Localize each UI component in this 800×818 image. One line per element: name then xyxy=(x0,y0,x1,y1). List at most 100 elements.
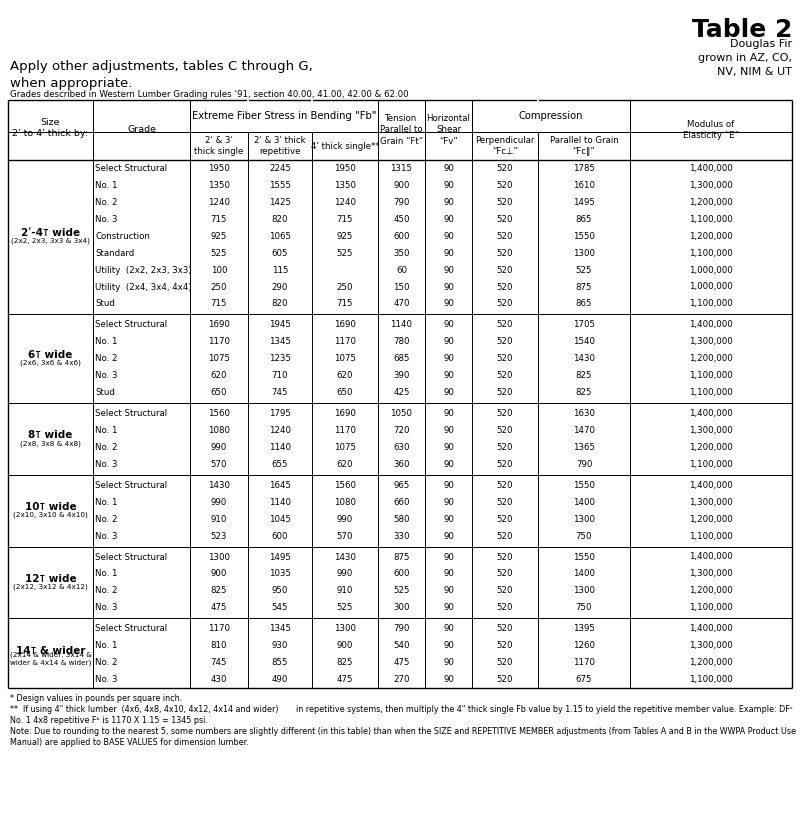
Text: 540: 540 xyxy=(394,641,410,650)
Text: No. 3: No. 3 xyxy=(95,460,118,469)
Text: 1,400,000: 1,400,000 xyxy=(689,481,733,490)
Text: 520: 520 xyxy=(497,282,514,291)
Text: (2x12, 3x12 & 4x12): (2x12, 3x12 & 4x12) xyxy=(13,584,88,590)
Text: 1495: 1495 xyxy=(269,552,291,561)
Text: 1,100,000: 1,100,000 xyxy=(689,388,733,397)
Text: 685: 685 xyxy=(394,354,410,363)
Text: Compression: Compression xyxy=(518,111,583,121)
Text: 675: 675 xyxy=(576,675,592,684)
Text: 90: 90 xyxy=(443,587,454,596)
Text: 1140: 1140 xyxy=(269,443,291,452)
Text: 825: 825 xyxy=(576,371,592,380)
Text: 1795: 1795 xyxy=(269,409,291,418)
Text: 520: 520 xyxy=(497,231,514,240)
Text: 90: 90 xyxy=(443,282,454,291)
Text: 520: 520 xyxy=(497,497,514,506)
Text: 1345: 1345 xyxy=(269,624,291,633)
Text: Manual) are applied to BASE VALUES for dimension lumber.: Manual) are applied to BASE VALUES for d… xyxy=(10,738,249,747)
Text: Table 2: Table 2 xyxy=(692,18,792,42)
Text: 520: 520 xyxy=(497,266,514,275)
Text: 1,200,000: 1,200,000 xyxy=(689,658,733,667)
Text: 90: 90 xyxy=(443,675,454,684)
Text: 1560: 1560 xyxy=(208,409,230,418)
Text: 90: 90 xyxy=(443,321,454,330)
Text: 90: 90 xyxy=(443,604,454,613)
Text: 925: 925 xyxy=(211,231,227,240)
Text: 520: 520 xyxy=(497,371,514,380)
Text: No. 1 4x8 repetitive Fᵇ is 1170 X 1.15 = 1345 psi.: No. 1 4x8 repetitive Fᵇ is 1170 X 1.15 =… xyxy=(10,716,208,725)
Text: 1080: 1080 xyxy=(208,426,230,435)
Text: No. 1: No. 1 xyxy=(95,337,118,346)
Text: 1,300,000: 1,300,000 xyxy=(689,181,733,190)
Text: 990: 990 xyxy=(337,515,353,524)
Text: 990: 990 xyxy=(211,443,227,452)
Text: 910: 910 xyxy=(337,587,353,596)
Text: Grades described in Western Lumber Grading rules ’91, section 40.00, 41.00, 42.0: Grades described in Western Lumber Gradi… xyxy=(10,90,409,99)
Text: 1945: 1945 xyxy=(269,321,291,330)
Text: 520: 520 xyxy=(497,443,514,452)
Text: 1,100,000: 1,100,000 xyxy=(689,460,733,469)
Text: 1170: 1170 xyxy=(334,337,356,346)
Text: 520: 520 xyxy=(497,604,514,613)
Text: 1300: 1300 xyxy=(573,587,595,596)
Text: 1170: 1170 xyxy=(334,426,356,435)
Text: 1785: 1785 xyxy=(573,164,595,173)
Text: (2x14 & wider, 3x14 &
wider & 4x14 & wider): (2x14 & wider, 3x14 & wider & 4x14 & wid… xyxy=(10,652,91,666)
Text: 1170: 1170 xyxy=(573,658,595,667)
Text: 1140: 1140 xyxy=(390,321,413,330)
Text: 1430: 1430 xyxy=(334,552,356,561)
Text: 900: 900 xyxy=(211,569,227,578)
Text: 300: 300 xyxy=(394,604,410,613)
Text: (2x2, 2x3, 3x3 & 3x4): (2x2, 2x3, 3x3 & 3x4) xyxy=(11,237,90,244)
Text: 470: 470 xyxy=(394,299,410,308)
Text: 90: 90 xyxy=(443,181,454,190)
Text: 360: 360 xyxy=(394,460,410,469)
Text: 90: 90 xyxy=(443,409,454,418)
Text: 1705: 1705 xyxy=(573,321,595,330)
Text: 1,400,000: 1,400,000 xyxy=(689,409,733,418)
Text: 1,300,000: 1,300,000 xyxy=(689,426,733,435)
Text: 1080: 1080 xyxy=(334,497,356,506)
Text: Grade: Grade xyxy=(127,125,156,134)
Text: 520: 520 xyxy=(497,552,514,561)
Text: 600: 600 xyxy=(272,532,288,541)
Text: **  If using 4" thick lumber  (4x6, 4x8, 4x10, 4x12, 4x14 and wider)       in re: ** If using 4" thick lumber (4x6, 4x8, 4… xyxy=(10,705,793,714)
Text: Douglas Fir
grown in AZ, CO,
NV, NIM & UT: Douglas Fir grown in AZ, CO, NV, NIM & U… xyxy=(698,39,792,77)
Text: 520: 520 xyxy=(497,354,514,363)
Text: No. 1: No. 1 xyxy=(95,181,118,190)
Text: 115: 115 xyxy=(272,266,288,275)
Text: 520: 520 xyxy=(497,388,514,397)
Text: 290: 290 xyxy=(272,282,288,291)
Text: 910: 910 xyxy=(211,515,227,524)
Text: 1,300,000: 1,300,000 xyxy=(689,337,733,346)
Text: 710: 710 xyxy=(272,371,288,380)
Text: 90: 90 xyxy=(443,215,454,224)
Text: 1495: 1495 xyxy=(573,198,595,207)
Text: Select Structural: Select Structural xyxy=(95,481,167,490)
Text: 570: 570 xyxy=(210,460,227,469)
Text: 520: 520 xyxy=(497,321,514,330)
Text: 6⊺ wide: 6⊺ wide xyxy=(28,350,73,360)
Text: 520: 520 xyxy=(497,515,514,524)
Text: 715: 715 xyxy=(337,215,354,224)
Text: 990: 990 xyxy=(337,569,353,578)
Text: 1,100,000: 1,100,000 xyxy=(689,249,733,258)
Text: 715: 715 xyxy=(337,299,354,308)
Text: 350: 350 xyxy=(394,249,410,258)
Text: No. 3: No. 3 xyxy=(95,604,118,613)
Text: 1170: 1170 xyxy=(208,337,230,346)
Text: 1,100,000: 1,100,000 xyxy=(689,299,733,308)
Text: Utility  (2x4, 3x4, 4x4): Utility (2x4, 3x4, 4x4) xyxy=(95,282,192,291)
Text: No. 1: No. 1 xyxy=(95,641,118,650)
Text: 520: 520 xyxy=(497,215,514,224)
Text: 750: 750 xyxy=(576,604,592,613)
Text: 1,100,000: 1,100,000 xyxy=(689,604,733,613)
Text: 1300: 1300 xyxy=(334,624,356,633)
Text: 1430: 1430 xyxy=(573,354,595,363)
Text: 925: 925 xyxy=(337,231,353,240)
Text: 520: 520 xyxy=(497,569,514,578)
Text: 330: 330 xyxy=(394,532,410,541)
Text: 1240: 1240 xyxy=(334,198,356,207)
Text: 520: 520 xyxy=(497,460,514,469)
Text: 90: 90 xyxy=(443,569,454,578)
